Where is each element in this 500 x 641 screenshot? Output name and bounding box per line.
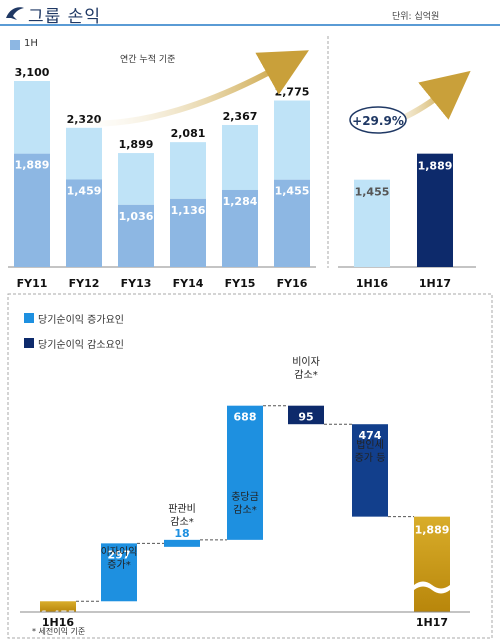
growth-rate-label: +29.9% [352, 114, 404, 128]
data-label: 18 [174, 527, 189, 540]
data-label-half: 1,455 [355, 186, 390, 199]
axis-break-icon [414, 581, 450, 594]
step-label: 비이자 [292, 356, 320, 368]
step-label: 감소* [294, 369, 317, 381]
data-label-1h: 1,136 [171, 204, 206, 217]
footnote: * 세전이익 기준 [32, 627, 86, 636]
tick-label: FY12 [69, 277, 100, 290]
bar-1h [170, 198, 206, 267]
legend-label-increase: 당기순이익 증가요인 [38, 315, 124, 326]
step-label: 충당금 [231, 491, 259, 503]
axis-break-icon [40, 581, 76, 594]
tick-label: 1H17 [419, 277, 451, 290]
step-label: 판관비 [168, 503, 196, 515]
cumulative-note: 연간 누적 기준 [120, 55, 176, 65]
step-label: 감소* [233, 504, 256, 516]
bar-half [417, 153, 453, 267]
step-label: 감소* [170, 516, 193, 528]
data-label-1h: 1,455 [275, 185, 310, 198]
data-label-1h: 1,889 [15, 159, 50, 172]
tick-label: FY11 [17, 277, 48, 290]
bar-total [222, 124, 258, 190]
bar-decrease [352, 424, 388, 517]
bar-total [274, 100, 310, 180]
data-label-1h: 1,284 [223, 195, 258, 208]
bar-1h [274, 179, 310, 267]
bar-total [66, 127, 102, 180]
data-label-total: 1,899 [119, 138, 154, 151]
tick-label: 1H16 [356, 277, 389, 290]
growth-arrow [59, 50, 309, 127]
tick-label: 1H17 [416, 616, 448, 629]
data-label: 297 [108, 548, 131, 561]
bar-1h [14, 153, 50, 267]
waterfall-frame [7, 293, 493, 639]
data-label-half: 1,889 [418, 160, 453, 173]
tick-label: 1H16 [42, 616, 75, 629]
legend-label-1h: 1H [24, 38, 38, 49]
step-label: 증가 등 [355, 452, 386, 464]
bar-total [40, 601, 76, 612]
legend-label-decrease: 당기순이익 감소요인 [38, 340, 124, 351]
data-label-total: 2,775 [275, 86, 310, 99]
data-label-total: 3,100 [15, 66, 50, 79]
tick-label: FY15 [225, 277, 256, 290]
bar-decrease [288, 405, 324, 425]
data-label: 688 [234, 411, 257, 424]
tick-label: FY14 [173, 277, 204, 290]
data-label-1h: 1,459 [67, 184, 102, 197]
tick-label: FY16 [277, 277, 308, 290]
legend-swatch-increase [24, 313, 34, 323]
page-title: 그룹 손익 [28, 7, 101, 27]
bar-total [414, 516, 450, 612]
data-label: 1,889 [415, 524, 450, 537]
growth-badge [349, 106, 407, 134]
legend-swatch-1h [10, 40, 20, 50]
bar-1h [66, 179, 102, 267]
bar-total [118, 153, 154, 205]
header-rule [0, 24, 500, 26]
bar-half [354, 179, 390, 267]
data-label: 95 [298, 411, 313, 424]
bar-increase [101, 543, 137, 602]
legend-swatch-decrease [24, 338, 34, 348]
step-label: 이자이익 [101, 546, 138, 558]
bar-total [170, 142, 206, 199]
tick-label: FY13 [121, 277, 152, 290]
data-label-total: 2,367 [223, 110, 258, 123]
bar-total [14, 81, 50, 154]
bar-increase [227, 405, 263, 540]
bar-1h [118, 204, 154, 267]
bar-increase [164, 539, 200, 547]
unit-label: 단위: 십억원 [392, 12, 440, 22]
data-label-1h: 1,036 [119, 210, 154, 223]
step-label: 증가* [107, 559, 130, 571]
step-label: 법인세 [356, 439, 384, 451]
data-label-total: 2,081 [171, 127, 206, 140]
bird-logo-icon [6, 7, 24, 20]
bar-1h [222, 189, 258, 267]
data-label: 474 [359, 429, 382, 442]
